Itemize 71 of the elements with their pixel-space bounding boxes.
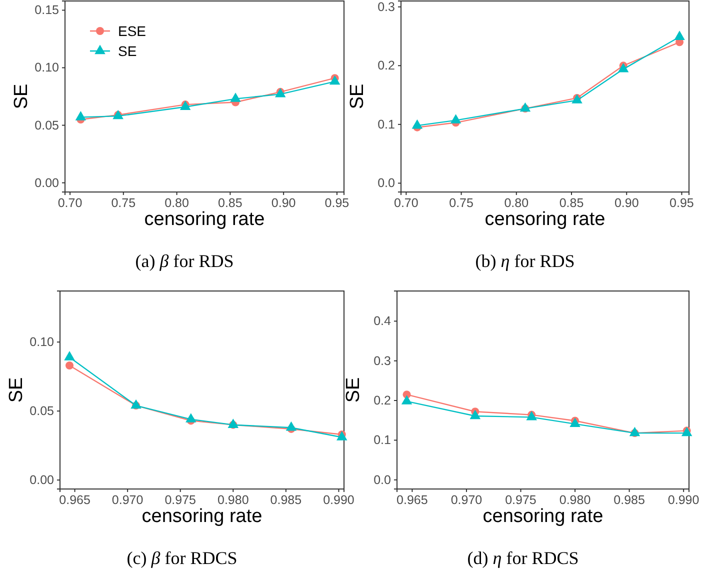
- y-axis-title: SE: [343, 377, 364, 403]
- y-tick-label: 0.1: [378, 117, 396, 132]
- x-tick-label: 0.970: [450, 492, 482, 507]
- legend-label: SE: [118, 43, 137, 59]
- y-tick-label: 0.00: [34, 176, 60, 190]
- x-tick-label: 0.990: [323, 492, 354, 507]
- point: [286, 421, 297, 431]
- x-axis-title: censoring rate: [142, 506, 262, 527]
- x-tick-label: 0.970: [112, 492, 144, 507]
- y-tick-label: 0.2: [378, 58, 396, 73]
- y-axis-title: SE: [6, 377, 27, 403]
- text: (c) β for RDCS: [126, 548, 238, 568]
- x-tick-label: 0.85: [559, 196, 584, 210]
- x-tick-label: 0.70: [394, 196, 418, 210]
- x-axis-title: censoring rate: [484, 209, 606, 230]
- x-axis-title: censoring rate: [482, 506, 604, 527]
- x-tick-label: 0.75: [111, 196, 136, 210]
- legend-label: ESE: [118, 23, 146, 39]
- y-tick-label: 0.00: [30, 473, 54, 488]
- x-tick-label: 0.975: [164, 492, 196, 507]
- x-tick-label: 0.70: [58, 196, 82, 210]
- point: [75, 111, 86, 120]
- y-tick-label: 0.0: [374, 472, 392, 487]
- point: [66, 362, 74, 370]
- point: [450, 114, 462, 124]
- x-tick-label: 0.80: [164, 196, 189, 210]
- point: [230, 92, 241, 102]
- x-tick-label: 0.975: [505, 492, 536, 507]
- y-axis-title: SE: [347, 84, 368, 110]
- point: [470, 410, 481, 420]
- y-tick-label: 0.1: [374, 433, 392, 448]
- x-tick-label: 0.75: [449, 196, 474, 210]
- x-tick-label: 0.985: [270, 492, 302, 507]
- x-axis-title: censoring rate: [144, 209, 265, 230]
- x-tick-label: 0.980: [559, 492, 591, 507]
- point: [401, 395, 412, 404]
- x-tick-label: 0.965: [396, 492, 428, 507]
- x-tick-label: 0.90: [614, 196, 639, 210]
- point: [186, 413, 196, 422]
- text: (b) η for RDS: [475, 251, 575, 271]
- x-tick-label: 0.985: [614, 492, 645, 507]
- x-tick-label: 0.85: [218, 196, 242, 210]
- x-tick-label: 0.965: [59, 492, 90, 507]
- y-tick-label: 0.2: [374, 394, 392, 408]
- point: [618, 62, 629, 72]
- text: (a) β for RDS: [135, 251, 234, 271]
- point: [412, 119, 423, 129]
- point: [64, 351, 75, 360]
- y-tick-label: 0.10: [34, 60, 60, 75]
- y-tick-label: 0.0: [378, 176, 396, 190]
- x-tick-label: 0.980: [218, 492, 249, 507]
- text: (d) η for RDCS: [467, 548, 579, 568]
- y-tick-label: 0.3: [378, 0, 396, 14]
- y-tick-label: 0.05: [30, 404, 54, 418]
- point: [130, 399, 142, 409]
- x-tick-label: 0.90: [271, 196, 296, 210]
- x-tick-label: 0.95: [324, 196, 350, 210]
- x-tick-label: 0.95: [670, 196, 694, 210]
- y-tick-label: 0.05: [34, 118, 60, 132]
- x-tick-label: 0.80: [504, 196, 529, 210]
- y-tick-label: 0.10: [30, 335, 54, 350]
- point: [520, 102, 531, 112]
- y-tick-label: 0.3: [374, 354, 392, 368]
- x-tick-label: 0.990: [668, 492, 700, 507]
- point: [329, 75, 340, 85]
- point: [674, 30, 685, 40]
- point: [629, 426, 640, 436]
- point: [570, 418, 580, 428]
- y-tick-label: 0.15: [34, 3, 60, 18]
- y-tick-label: 0.4: [374, 314, 392, 328]
- y-axis-title: SE: [11, 84, 32, 110]
